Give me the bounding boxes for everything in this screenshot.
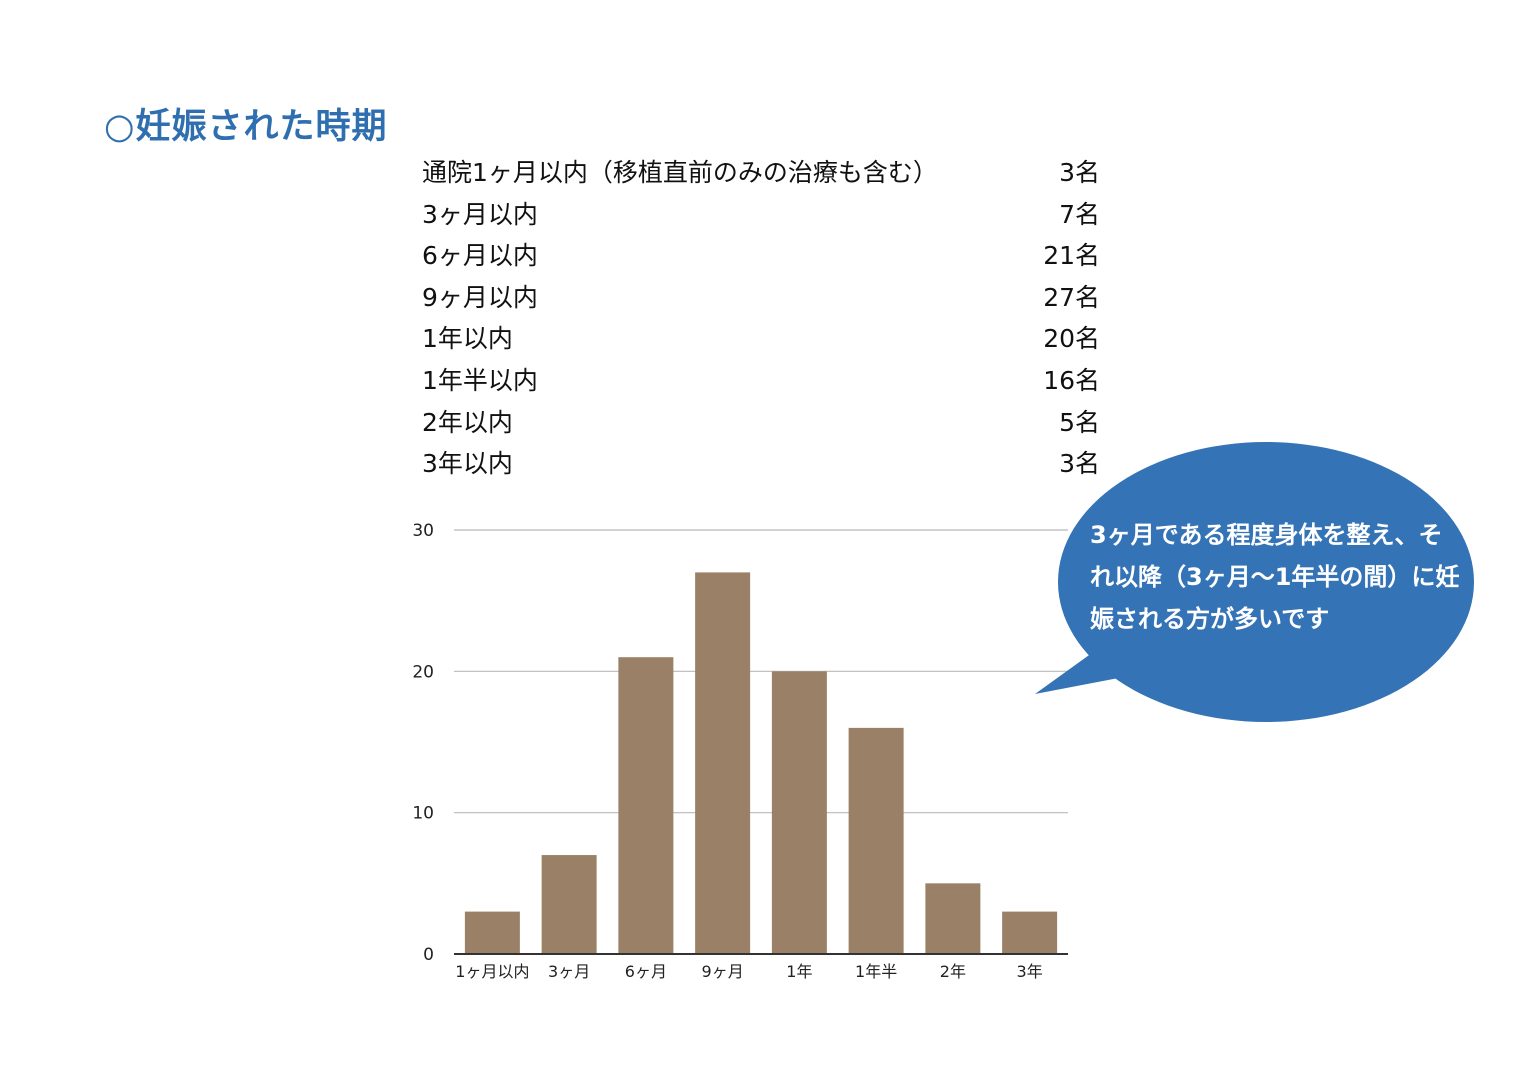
- stat-value: 5名: [1059, 407, 1100, 437]
- stat-row: 3年以内 3名: [422, 443, 1100, 485]
- bar: [695, 572, 751, 954]
- stat-row: 通院1ヶ月以内（移植直前のみの治療も含む） 3名: [422, 152, 1100, 194]
- stat-value: 3名: [1059, 158, 1100, 187]
- x-tick-label: 1年半: [855, 962, 897, 981]
- stat-label: 1年以内: [422, 324, 513, 354]
- stat-value: 20名: [1043, 324, 1100, 354]
- stat-row: 9ヶ月以内 27名: [422, 277, 1100, 319]
- stat-label: 3年以内: [422, 449, 513, 479]
- bar: [925, 883, 981, 954]
- bar: [541, 855, 597, 954]
- y-tick-label: 0: [423, 945, 434, 965]
- stat-label: 通院1ヶ月以内（移植直前のみの治療も含む）: [422, 158, 938, 187]
- bubble-tail: [1035, 640, 1160, 694]
- stat-value: 16名: [1043, 365, 1100, 395]
- y-tick-label: 10: [412, 804, 434, 824]
- stat-value: 27名: [1043, 282, 1100, 312]
- bar: [1002, 911, 1058, 954]
- page-title: ○妊娠された時期: [104, 107, 388, 147]
- x-tick-label: 9ヶ月: [702, 962, 744, 981]
- stat-row: 3ヶ月以内 7名: [422, 194, 1100, 236]
- stat-label: 1年半以内: [422, 365, 538, 395]
- bar: [848, 727, 904, 954]
- stat-row: 1年半以内 16名: [422, 360, 1100, 402]
- callout-text: 3ヶ月である程度身体を整え、それ以降（3ヶ月〜1年半の間）に妊娠される方が多いで…: [1090, 521, 1460, 633]
- bar: [464, 911, 520, 954]
- x-tick-label: 6ヶ月: [625, 962, 667, 981]
- stat-value: 21名: [1043, 241, 1100, 271]
- stat-label: 2年以内: [422, 407, 513, 437]
- stat-label: 9ヶ月以内: [422, 282, 538, 312]
- y-tick-label: 30: [412, 521, 434, 541]
- speech-bubble: [1035, 442, 1474, 722]
- y-tick-label: 20: [412, 662, 434, 682]
- x-tick-label: 3ヶ月: [548, 962, 590, 981]
- stat-value: 7名: [1059, 199, 1100, 229]
- stat-row: 6ヶ月以内 21名: [422, 235, 1100, 277]
- stat-row: 1年以内 20名: [422, 318, 1100, 360]
- bar: [771, 671, 827, 954]
- stat-label: 6ヶ月以内: [422, 241, 538, 271]
- stat-value: 3名: [1059, 449, 1100, 479]
- stat-label: 3ヶ月以内: [422, 199, 538, 229]
- bubble-body: [1058, 442, 1474, 722]
- bar: [618, 657, 674, 954]
- x-tick-label: 3年: [1017, 962, 1043, 981]
- x-tick-label: 1ヶ月以内: [455, 962, 529, 981]
- stat-row: 2年以内 5名: [422, 402, 1100, 444]
- x-tick-label: 1年: [786, 962, 812, 981]
- stats-table: 通院1ヶ月以内（移植直前のみの治療も含む） 3名 3ヶ月以内 7名 6ヶ月以内 …: [422, 152, 1100, 485]
- x-tick-label: 2年: [940, 962, 966, 981]
